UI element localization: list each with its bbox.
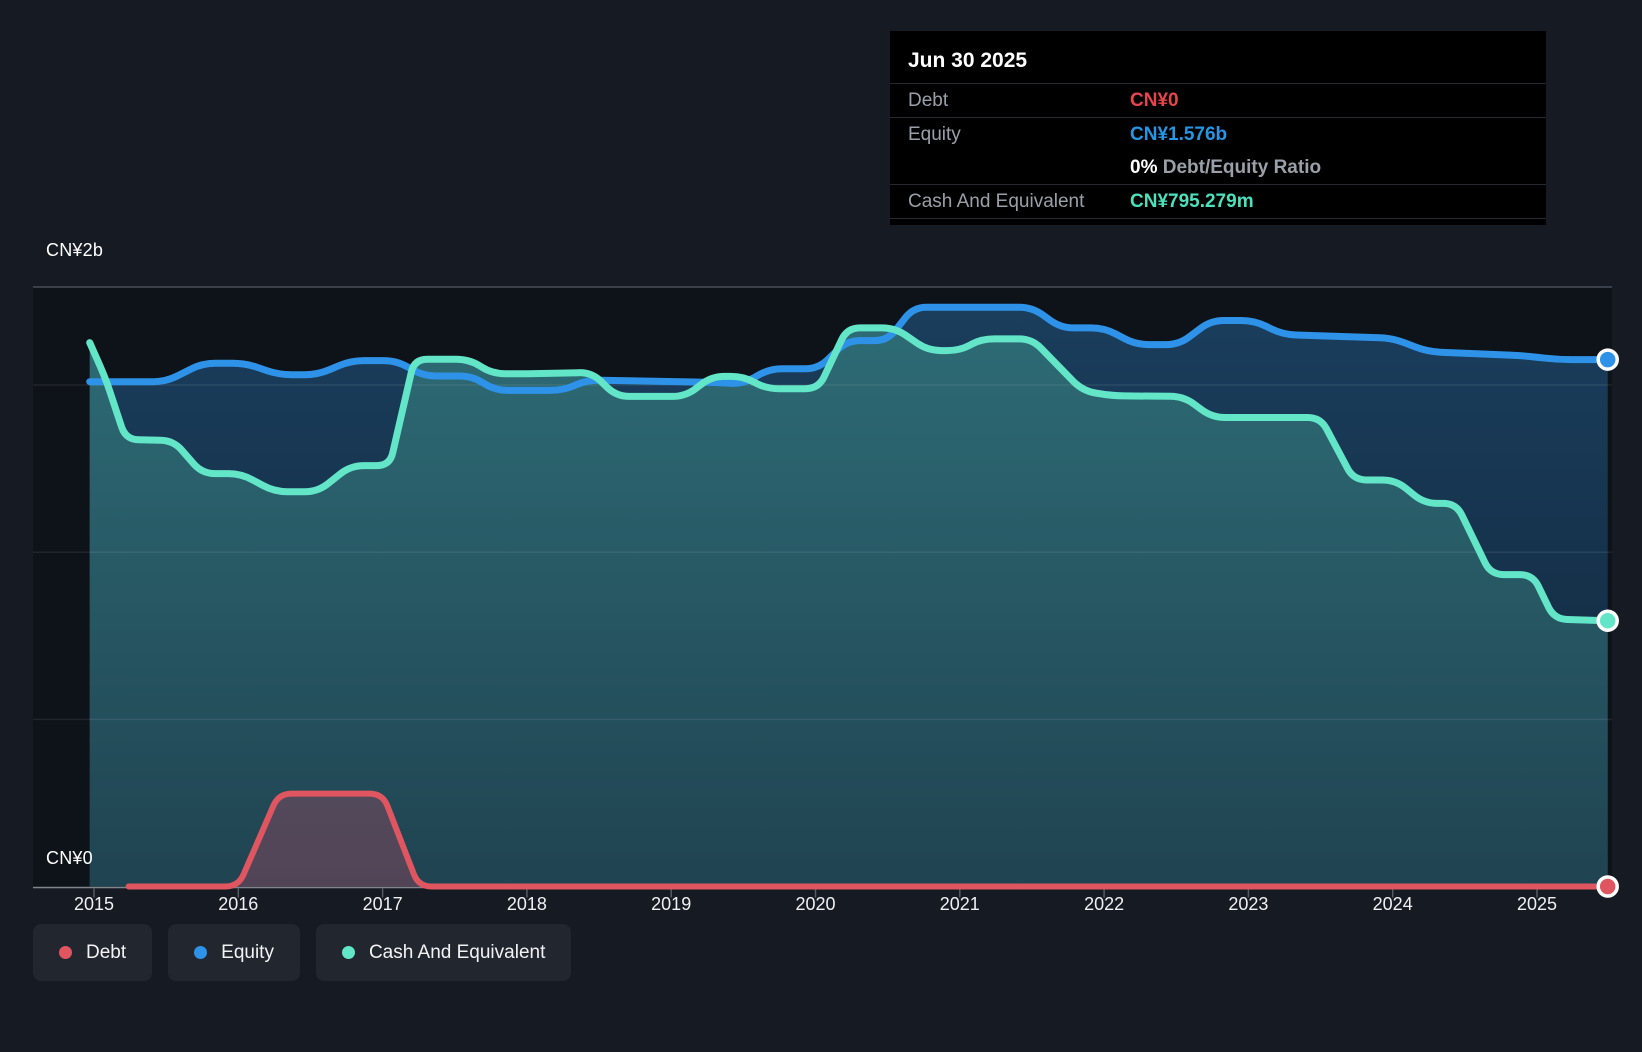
x-axis-label-2025: 2025 [1516, 894, 1558, 914]
tooltip-ratio: 0% Debt/Equity Ratio [1130, 157, 1321, 179]
legend-item-debt[interactable]: Debt [33, 924, 153, 981]
tooltip-row-ratio: 0% Debt/Equity Ratio [890, 151, 1546, 184]
x-axis-label-2024: 2024 [1372, 894, 1413, 914]
tooltip-cash-label: Cash And Equivalent [908, 190, 1085, 212]
debt-endpoint-marker [1596, 875, 1619, 898]
cash-area [89, 327, 1608, 887]
tooltip-row-debt: Debt CN¥0 [890, 84, 1546, 117]
tooltip-divider [890, 83, 1546, 84]
y-axis-label-zero: CN¥0 [46, 848, 93, 868]
tooltip: Jun 30 2025 Debt CN¥0 Equity CN¥1.576b 0… [890, 31, 1546, 225]
x-axis-label-2016: 2016 [218, 894, 259, 914]
x-axis-label-2015: 2015 [73, 894, 115, 914]
tooltip-ratio-value: 0% [1130, 156, 1158, 178]
tooltip-ratio-label: Debt/Equity Ratio [1162, 156, 1322, 178]
x-axis-label-2023: 2023 [1228, 894, 1269, 914]
cash-endpoint-marker [1596, 609, 1619, 632]
x-axis-label-2018: 2018 [506, 894, 547, 914]
legend-dot-equity [194, 946, 208, 959]
y-axis-label-top: CN¥2b [46, 240, 104, 260]
x-axis-label-2019: 2019 [651, 894, 692, 914]
equity-endpoint-marker [1596, 348, 1619, 371]
tooltip-equity-label: Equity [908, 123, 961, 145]
tooltip-row-cash: Cash And Equivalent CN¥795.279m [890, 185, 1546, 218]
tooltip-debt-label: Debt [908, 89, 949, 111]
tooltip-cash-value: CN¥795.279m [1130, 190, 1254, 212]
legend: Debt Equity Cash And Equivalent [33, 924, 572, 981]
debt-line [125, 790, 1611, 890]
cash-line [86, 324, 1612, 625]
tooltip-divider [890, 184, 1546, 185]
tooltip-equity-value: CN¥1.576b [1130, 123, 1228, 145]
legend-dot-cash-and-equivalent [341, 946, 355, 959]
tooltip-debt-value: CN¥0 [1130, 89, 1179, 111]
legend-item-equity[interactable]: Equity [168, 924, 300, 981]
tooltip-divider [890, 218, 1546, 219]
legend-label-debt: Debt [86, 941, 127, 963]
x-axis-label-2021: 2021 [939, 894, 980, 914]
tooltip-row-equity: Equity CN¥1.576b [890, 118, 1546, 151]
x-axis-label-2020: 2020 [795, 894, 836, 914]
x-axis-label-2022: 2022 [1084, 894, 1125, 914]
x-axis-label-2017: 2017 [362, 894, 403, 914]
tooltip-date: Jun 30 2025 [908, 49, 1028, 72]
legend-item-cash-and-equivalent[interactable]: Cash And Equivalent [315, 924, 572, 981]
tooltip-divider [890, 117, 1546, 118]
legend-dot-debt [59, 946, 72, 959]
equity-line [86, 303, 1612, 394]
legend-label-equity: Equity [221, 941, 274, 963]
legend-label-cash-and-equivalent: Cash And Equivalent [368, 941, 546, 963]
